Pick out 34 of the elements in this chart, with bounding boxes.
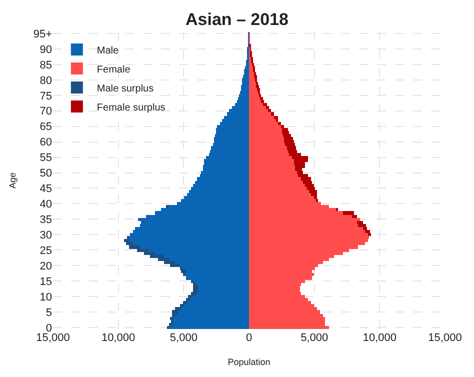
y-axis-title: Age bbox=[8, 172, 18, 189]
y-tick-label: 0 bbox=[46, 322, 52, 334]
x-axis-title: Population bbox=[228, 356, 270, 367]
x-tick-label: 10,000 bbox=[362, 332, 396, 344]
x-tick-label: 15,000 bbox=[428, 332, 462, 344]
x-tick-label: 5,000 bbox=[300, 332, 328, 344]
x-tick-label: 15,000 bbox=[36, 332, 70, 344]
x-tick-label: 5,000 bbox=[170, 332, 198, 344]
y-tick-label: 15 bbox=[40, 276, 52, 288]
y-tick-label: 95+ bbox=[33, 28, 52, 40]
legend-label: Male surplus bbox=[96, 83, 154, 94]
legend-label: Female surplus bbox=[96, 102, 166, 114]
y-tick-label: 20 bbox=[40, 260, 52, 272]
y-tick-label: 25 bbox=[40, 244, 52, 257]
y-tick-label: 70 bbox=[40, 106, 52, 118]
x-tick-label: 0 bbox=[246, 332, 252, 344]
y-tick-label: 75 bbox=[40, 90, 52, 102]
y-tick-label: 10 bbox=[40, 291, 52, 304]
y-tick-label: 85 bbox=[40, 59, 52, 72]
y-tick-label: 40 bbox=[40, 198, 52, 211]
y-tick-label: 55 bbox=[40, 152, 52, 164]
y-tick-label: 50 bbox=[40, 168, 52, 180]
y-tick-label: 5 bbox=[46, 306, 52, 319]
y-tick-label: 30 bbox=[40, 229, 52, 242]
chart-title: Asian – 2018 bbox=[185, 10, 289, 30]
legend-label: Female bbox=[96, 64, 131, 76]
y-tick-label: 60 bbox=[40, 136, 52, 149]
y-tick-label: 35 bbox=[40, 214, 52, 226]
legend-label: Male bbox=[96, 45, 120, 56]
x-tick-label: 10,000 bbox=[102, 332, 136, 344]
y-tick-label: 80 bbox=[40, 74, 52, 87]
y-tick-label: 65 bbox=[40, 121, 52, 134]
y-tick-label: 90 bbox=[40, 44, 52, 56]
y-tick-label: 45 bbox=[40, 183, 52, 196]
